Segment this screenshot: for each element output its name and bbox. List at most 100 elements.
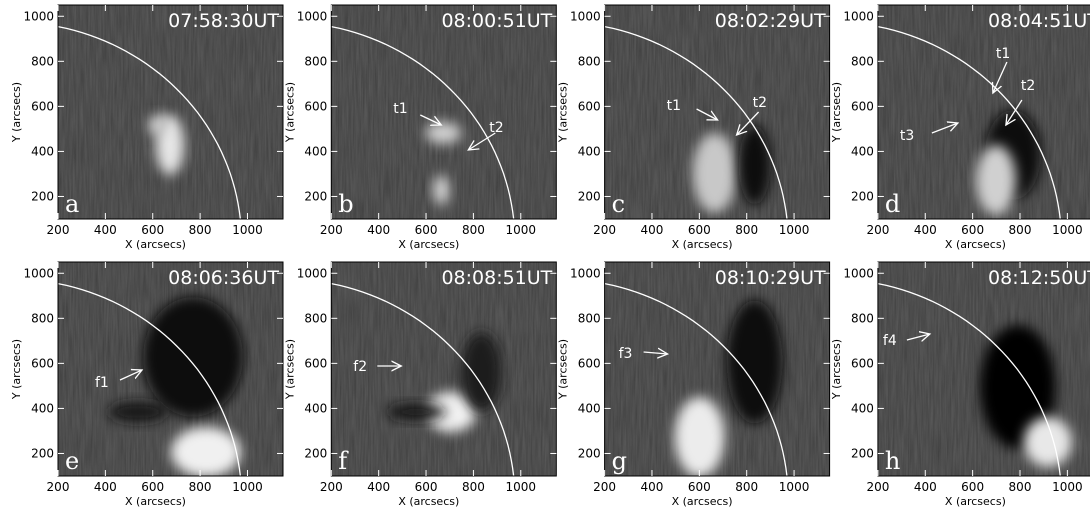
x-tick-label: 200 bbox=[47, 223, 70, 237]
x-tick-label: 400 bbox=[914, 223, 937, 237]
x-tick-label: 1000 bbox=[1052, 480, 1083, 494]
x-tick-label: 200 bbox=[320, 223, 343, 237]
timestamp: 08:10:29UT bbox=[715, 267, 826, 289]
x-tick-label: 400 bbox=[94, 223, 117, 237]
frame bbox=[330, 4, 557, 220]
y-tick-label: 1000 bbox=[23, 266, 54, 280]
frame bbox=[57, 4, 284, 220]
timestamp: 07:58:30UT bbox=[168, 10, 279, 32]
y-tick-label: 400 bbox=[304, 144, 327, 158]
feature bbox=[425, 122, 462, 144]
x-tick-label: 1000 bbox=[232, 223, 263, 237]
panel: 200 400 600 800 1000 200 400 600 800 1000 X (arcse… bbox=[830, 261, 1090, 508]
panel-letter: h bbox=[885, 447, 900, 475]
limb bbox=[331, 282, 515, 476]
x-tick-label: 600 bbox=[961, 223, 984, 237]
x-tick-label: 400 bbox=[367, 223, 390, 237]
x-axis-label: X (arcsecs) bbox=[398, 238, 459, 251]
y-tick-label: 1000 bbox=[297, 266, 328, 280]
image bbox=[604, 5, 830, 219]
x-tick-label: 800 bbox=[462, 223, 485, 237]
x-tick-label: 400 bbox=[94, 480, 117, 494]
panel: 200 400 600 800 1000 200 400 600 800 1000 X (arcse… bbox=[283, 261, 557, 508]
panel: 200 400 600 800 1000 200 400 600 800 1000 X (arcse… bbox=[10, 4, 284, 251]
x-tick-label: 200 bbox=[593, 223, 616, 237]
frame bbox=[604, 4, 831, 220]
feature bbox=[108, 402, 168, 422]
panel-letter: a bbox=[65, 190, 79, 218]
panel: 200 400 600 800 1000 200 400 600 800 1000 X (arcse… bbox=[283, 4, 557, 251]
y-axis-label: Y (arcsecs) bbox=[10, 82, 23, 143]
arrow bbox=[468, 132, 496, 150]
y-axis-label: Y (arcsecs) bbox=[557, 82, 570, 143]
y-tick-label: 1000 bbox=[297, 9, 328, 23]
panel-letter: f bbox=[338, 447, 349, 475]
x-tick-label: 800 bbox=[735, 480, 758, 494]
limb bbox=[877, 282, 1061, 476]
feature bbox=[461, 332, 502, 412]
y-tick-label: 600 bbox=[851, 99, 874, 113]
y-axis-label: Y (arcsecs) bbox=[830, 82, 843, 143]
arrow bbox=[931, 123, 958, 134]
y-tick-label: 400 bbox=[578, 144, 601, 158]
y-tick-label: 1000 bbox=[23, 9, 54, 23]
y-tick-label: 400 bbox=[851, 401, 874, 415]
y-tick-label: 600 bbox=[578, 356, 601, 370]
image bbox=[331, 5, 557, 219]
feature bbox=[726, 300, 783, 424]
y-tick-label: 800 bbox=[31, 54, 54, 68]
x-axis-label: X (arcsecs) bbox=[945, 238, 1006, 251]
y-tick-label: 200 bbox=[31, 446, 54, 460]
limb bbox=[604, 25, 788, 219]
y-tick-label: 200 bbox=[851, 189, 874, 203]
x-tick-label: 400 bbox=[367, 480, 390, 494]
y-tick-label: 400 bbox=[578, 401, 601, 415]
limb bbox=[58, 282, 241, 476]
arrow bbox=[993, 61, 1008, 93]
annotation: f1 bbox=[95, 375, 109, 391]
x-tick-label: 800 bbox=[462, 480, 485, 494]
arrow bbox=[119, 370, 142, 381]
panel-letter: e bbox=[65, 447, 79, 475]
y-tick-label: 1000 bbox=[570, 266, 601, 280]
x-axis-label: X (arcsecs) bbox=[125, 495, 186, 508]
arrow bbox=[1006, 99, 1023, 125]
x-axis-label: X (arcsecs) bbox=[125, 238, 186, 251]
x-tick-label: 600 bbox=[961, 480, 984, 494]
y-tick-label: 800 bbox=[578, 54, 601, 68]
feature bbox=[975, 145, 1016, 215]
y-tick-label: 800 bbox=[31, 311, 54, 325]
y-tick-label: 1000 bbox=[843, 9, 874, 23]
x-tick-label: 1000 bbox=[506, 480, 537, 494]
limb bbox=[58, 25, 241, 219]
panel-letter: c bbox=[612, 190, 625, 218]
arrow bbox=[643, 352, 668, 354]
y-tick-label: 400 bbox=[31, 401, 54, 415]
x-tick-label: 600 bbox=[415, 223, 438, 237]
feature bbox=[692, 133, 737, 213]
feature bbox=[1023, 417, 1072, 467]
panel: 200 400 600 800 1000 200 400 600 800 1000 X (arcse… bbox=[10, 261, 284, 508]
frame bbox=[877, 4, 1090, 220]
y-tick-label: 1000 bbox=[570, 9, 601, 23]
annotation: t1 bbox=[996, 46, 1010, 62]
background bbox=[58, 5, 283, 219]
image bbox=[604, 262, 830, 476]
x-tick-label: 600 bbox=[141, 223, 164, 237]
annotation: t1 bbox=[667, 98, 681, 114]
feature bbox=[433, 175, 450, 205]
x-tick-label: 800 bbox=[735, 223, 758, 237]
frame bbox=[330, 261, 557, 477]
panel-letter: g bbox=[612, 447, 627, 475]
y-tick-label: 400 bbox=[851, 144, 874, 158]
y-axis-label: Y (arcsecs) bbox=[10, 339, 23, 400]
feature bbox=[426, 392, 477, 432]
x-tick-label: 400 bbox=[914, 480, 937, 494]
annotation: t2 bbox=[753, 95, 767, 111]
x-tick-label: 200 bbox=[47, 480, 70, 494]
x-tick-label: 1000 bbox=[779, 480, 810, 494]
image bbox=[331, 262, 557, 476]
feature bbox=[171, 427, 241, 476]
annotation: t1 bbox=[393, 101, 407, 117]
